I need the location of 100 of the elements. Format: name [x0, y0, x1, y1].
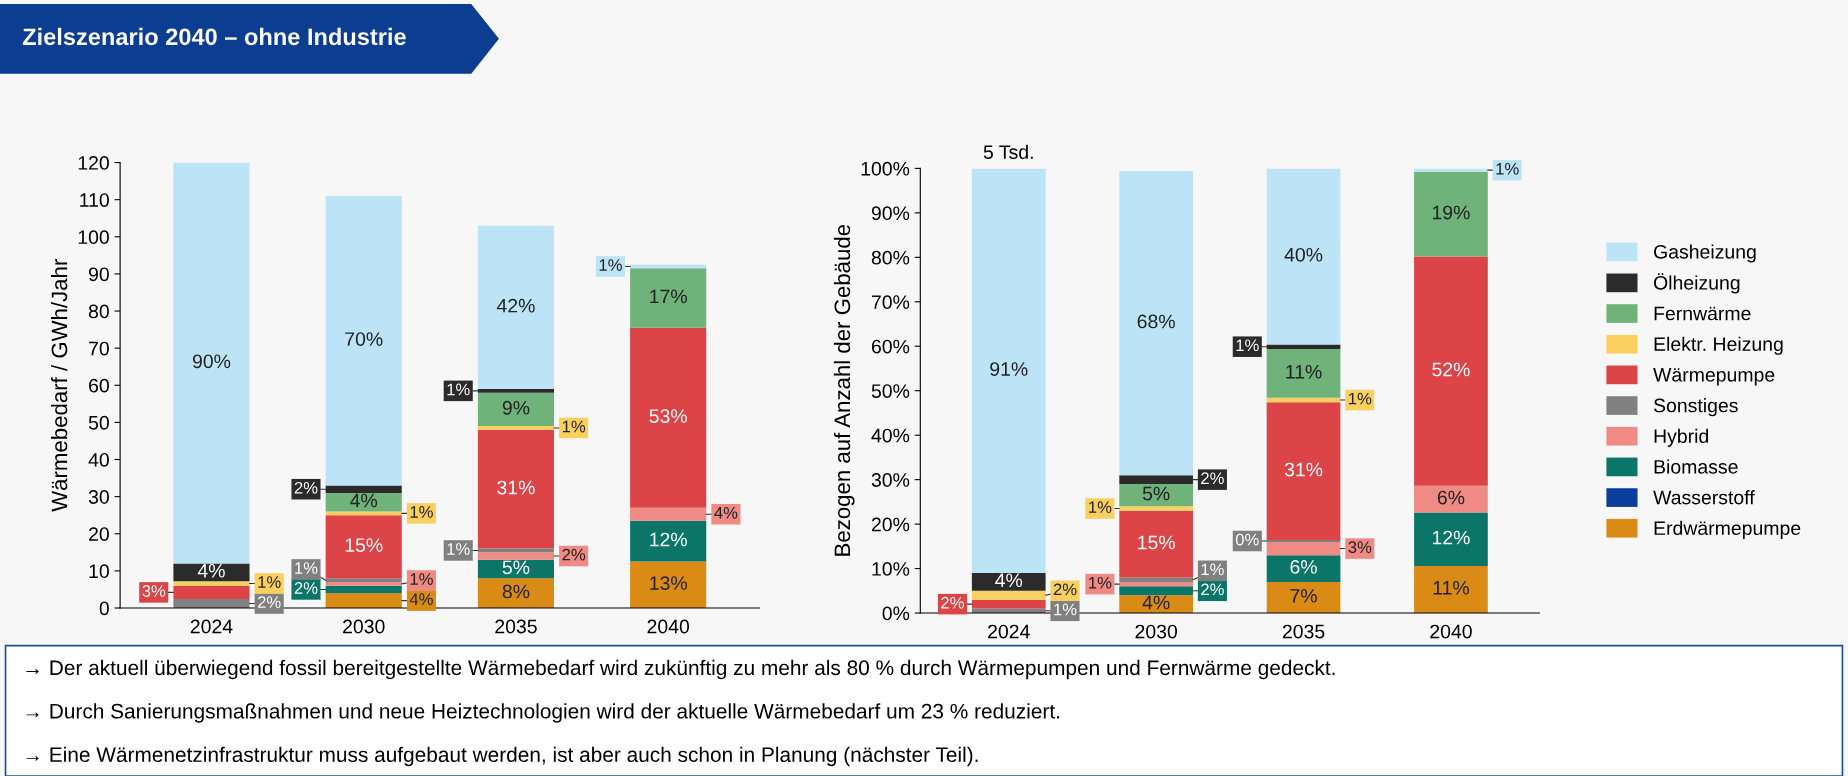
data-label: 1%: [1201, 563, 1224, 576]
data-label: 4%: [1142, 595, 1170, 610]
y-tick-label: 70%: [871, 295, 910, 310]
annotation: 17%: [650, 289, 687, 304]
annotation: 1%: [599, 259, 622, 271]
data-label: 6%: [1290, 560, 1317, 574]
y-tick-label: 50%: [871, 384, 910, 398]
data-label: 11%: [1286, 364, 1322, 379]
data-label: 1%: [1054, 603, 1077, 616]
data-label: 6%: [1437, 490, 1465, 505]
annotation: 4%: [350, 493, 378, 508]
y-tick-label: 80: [88, 304, 109, 319]
annotation: 13%: [650, 576, 687, 591]
legend-label: Elektr. Heizung: [1654, 336, 1783, 355]
annotation: 1%: [410, 506, 433, 518]
x-tick-label: 2024: [988, 624, 1030, 639]
data-label: 2%: [1201, 472, 1224, 485]
x-tick-label: 2024: [190, 619, 233, 634]
annotation: 70%: [345, 332, 383, 346]
annotation: 2%: [257, 596, 281, 608]
annotation: 3%: [142, 585, 166, 597]
x-tick-label: 2030: [1135, 624, 1178, 639]
y-tick-label: 40%: [871, 428, 910, 443]
data-label: 2%: [1201, 583, 1224, 596]
annotation: 12%: [650, 532, 687, 547]
legend-label: Gasheizung: [1654, 244, 1756, 263]
y-axis-title: Wärmebedarf / GWh/Jahr: [50, 259, 68, 512]
y-tick-label: 100: [78, 230, 109, 245]
y-tick-label: 40: [88, 452, 109, 467]
y-tick-label: 60: [89, 378, 109, 393]
legend-label: Fernwärme: [1654, 306, 1751, 321]
annotation: 15%: [345, 538, 383, 552]
legend-label: Wärmepumpe: [1653, 368, 1775, 386]
data-label: 15%: [1138, 535, 1175, 550]
y-tick-label: 50: [88, 415, 109, 430]
annotation: 2%: [294, 481, 318, 494]
data-label: 12%: [1432, 530, 1470, 545]
y-tick-label: 0: [99, 601, 109, 616]
data-label: 1%: [1089, 501, 1112, 513]
legend-label: Hybrid: [1654, 428, 1709, 447]
annotation: 31%: [497, 480, 535, 495]
y-tick-label: 70: [89, 341, 109, 356]
data-label: 7%: [1290, 589, 1317, 603]
legend-label: Erdwärmepumpe: [1654, 520, 1801, 539]
text: → Der aktuell überwiegend fossil bereitgestellte Wärmebedarf wird zukünftig zu mehr als 80 % durch Wärmepumpen und Fernwärme gedeckt.: [26, 659, 1335, 680]
annotation: 4%: [409, 593, 433, 605]
data-label: 91%: [990, 362, 1028, 376]
x-tick-label: 2035: [1282, 624, 1325, 639]
y-tick-label: 30%: [871, 473, 910, 487]
data-label: 2%: [941, 596, 964, 609]
data-label: 1%: [1496, 162, 1519, 175]
annotation: 1%: [295, 562, 318, 574]
x-tick-label: 2035: [495, 619, 537, 634]
y-tick-label: 20%: [871, 517, 910, 532]
annotation: 42%: [496, 298, 535, 313]
annotation: 5 Tsd.: [983, 144, 1033, 159]
y-tick-label: 100%: [861, 161, 910, 176]
annotation: 2%: [294, 582, 318, 594]
annotation: 4%: [714, 507, 738, 519]
data-label: 11%: [1433, 581, 1469, 595]
annotation: 8%: [502, 584, 530, 599]
y-tick-label: 10%: [872, 562, 910, 576]
annotation: 1%: [258, 576, 281, 588]
y-tick-label: 80%: [871, 250, 910, 265]
annotation: 5%: [502, 560, 530, 575]
y-axis-title: Bezogen auf Anzahl der Gebäude: [833, 224, 855, 556]
annotation: 2%: [562, 548, 586, 561]
y-tick-label: 30: [88, 490, 109, 504]
y-tick-label: 120: [78, 156, 109, 170]
annotation: 1%: [562, 420, 586, 433]
data-label: 1%: [1089, 576, 1112, 589]
legend-label: Sonstiges: [1653, 398, 1738, 417]
legend-label: Biomasse: [1654, 459, 1738, 474]
data-label: 4%: [995, 573, 1023, 588]
y-tick-label: 60%: [871, 339, 910, 354]
data-label: 68%: [1137, 314, 1175, 329]
y-tick-label: 90: [88, 267, 109, 282]
data-label: 2%: [1053, 583, 1077, 596]
annotation: 9%: [502, 400, 530, 415]
text: → Durch Sanierungsmaßnahmen und neue Heiztechnologien wird der aktuelle Wärmebedarf um 23 % reduziert.: [26, 703, 1060, 723]
annotation: 90%: [192, 354, 231, 369]
annotation: 1%: [410, 573, 433, 585]
legend-label: Ölheizung: [1654, 273, 1740, 294]
data-label: 5%: [1142, 486, 1170, 501]
data-label: 52%: [1432, 362, 1470, 377]
x-tick-label: 2040: [1430, 624, 1472, 639]
x-tick-label: 2040: [647, 619, 690, 634]
y-tick-label: 0%: [882, 606, 910, 621]
legend-label: Wasserstoff: [1653, 490, 1755, 505]
annotation: 53%: [649, 409, 687, 423]
y-tick-label: 90%: [871, 206, 910, 221]
text: → Eine Wärmenetzinfrastruktur muss aufgebaut werden, ist aber auch schon in Planung (nächster Teil).: [26, 746, 978, 767]
data-label: 1%: [1236, 339, 1259, 352]
x-tick-label: 2030: [343, 619, 385, 634]
data-label: 40%: [1284, 247, 1323, 262]
data-label: 31%: [1284, 462, 1323, 477]
data-label: 0%: [1235, 533, 1259, 546]
annotation: 1%: [447, 543, 470, 555]
y-tick-label: 10: [89, 564, 109, 579]
data-label: 3%: [1348, 541, 1372, 554]
